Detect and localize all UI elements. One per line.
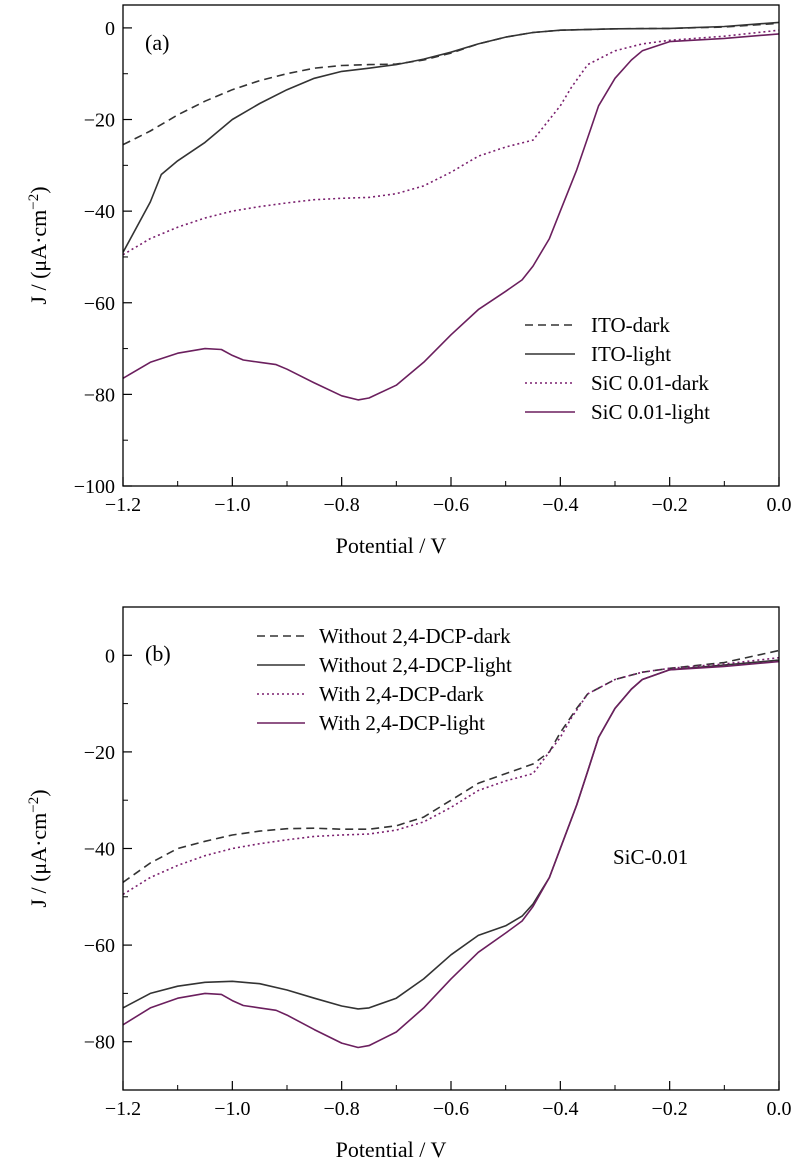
- x-tick-label: 0.0: [767, 1098, 792, 1120]
- series-line-3: [123, 656, 779, 896]
- series-line-2: [123, 21, 779, 253]
- x-axis-title: Potential / V: [336, 1137, 447, 1162]
- x-tick-label: −1.0: [214, 494, 250, 516]
- series-line-4: [123, 660, 779, 1049]
- y-tick-label: −40: [84, 839, 115, 861]
- panel-label: (b): [145, 641, 171, 666]
- y-tick-label: −100: [74, 476, 115, 498]
- x-tick-label: −1.2: [105, 494, 141, 516]
- x-tick-label: 0.0: [767, 494, 792, 516]
- series-group: [123, 21, 779, 401]
- y-tick-label: −80: [84, 384, 115, 406]
- x-tick-label: −0.6: [433, 494, 469, 516]
- x-tick-label: −1.0: [214, 1098, 250, 1120]
- legend-label: ITO-light: [591, 342, 671, 366]
- x-tick-label: −0.4: [542, 494, 578, 516]
- y-tick-label: −80: [84, 1032, 115, 1054]
- legend: ITO-dark ITO-light SiC 0.01-dark SiC 0.01-l…: [525, 313, 710, 424]
- y-tick-label: −40: [84, 201, 115, 223]
- series-line-3: [123, 29, 779, 256]
- y-axis-title: J / (μA·cm−2): [26, 186, 51, 304]
- y-tick-label: 0: [105, 18, 115, 40]
- y-tick-label: 0: [105, 645, 115, 667]
- legend-label: ITO-dark: [591, 313, 670, 337]
- x-tick-label: −0.2: [652, 494, 688, 516]
- legend-label: With 2,4-DCP-dark: [319, 682, 484, 706]
- x-tick-label: −1.2: [105, 1098, 141, 1120]
- series-group: [123, 649, 779, 1049]
- legend-label: SiC 0.01-light: [591, 400, 710, 424]
- panel-a-chart: −1.2 −1.0 −0.8 −0.6 −0.4 −0.2 0.0 0 −20 −40 −60 −80…: [26, 4, 792, 558]
- x-tick-label: −0.8: [324, 1098, 360, 1120]
- x-tick-label: −0.6: [433, 1098, 469, 1120]
- x-tick-label: −0.8: [324, 494, 360, 516]
- y-axis-title: J / (μA·cm−2): [26, 789, 51, 907]
- y-tick-label: −20: [84, 742, 115, 764]
- legend-label: With 2,4-DCP-light: [319, 711, 485, 735]
- panel-label: (a): [145, 30, 169, 55]
- legend-label: SiC 0.01-dark: [591, 371, 709, 395]
- legend-label: Without 2,4-DCP-dark: [319, 624, 511, 648]
- y-tick-label: −60: [84, 935, 115, 957]
- y-tick-label: −60: [84, 293, 115, 315]
- sample-annotation: SiC-0.01: [613, 845, 688, 869]
- legend: Without 2,4-DCP-dark Without 2,4-DCP-ligh…: [257, 624, 512, 735]
- x-tick-label: −0.4: [542, 1098, 578, 1120]
- y-tick-label: −20: [84, 110, 115, 132]
- panel-b-chart: −1.2 −1.0 −0.8 −0.6 −0.4 −0.2 0.0 0 −20 −40 −60 −80…: [26, 606, 792, 1162]
- series-line-4: [123, 33, 779, 401]
- x-tick-label: −0.2: [652, 1098, 688, 1120]
- series-line-1: [123, 649, 779, 883]
- x-axis-title: Potential / V: [336, 533, 447, 558]
- legend-label: Without 2,4-DCP-light: [319, 653, 512, 677]
